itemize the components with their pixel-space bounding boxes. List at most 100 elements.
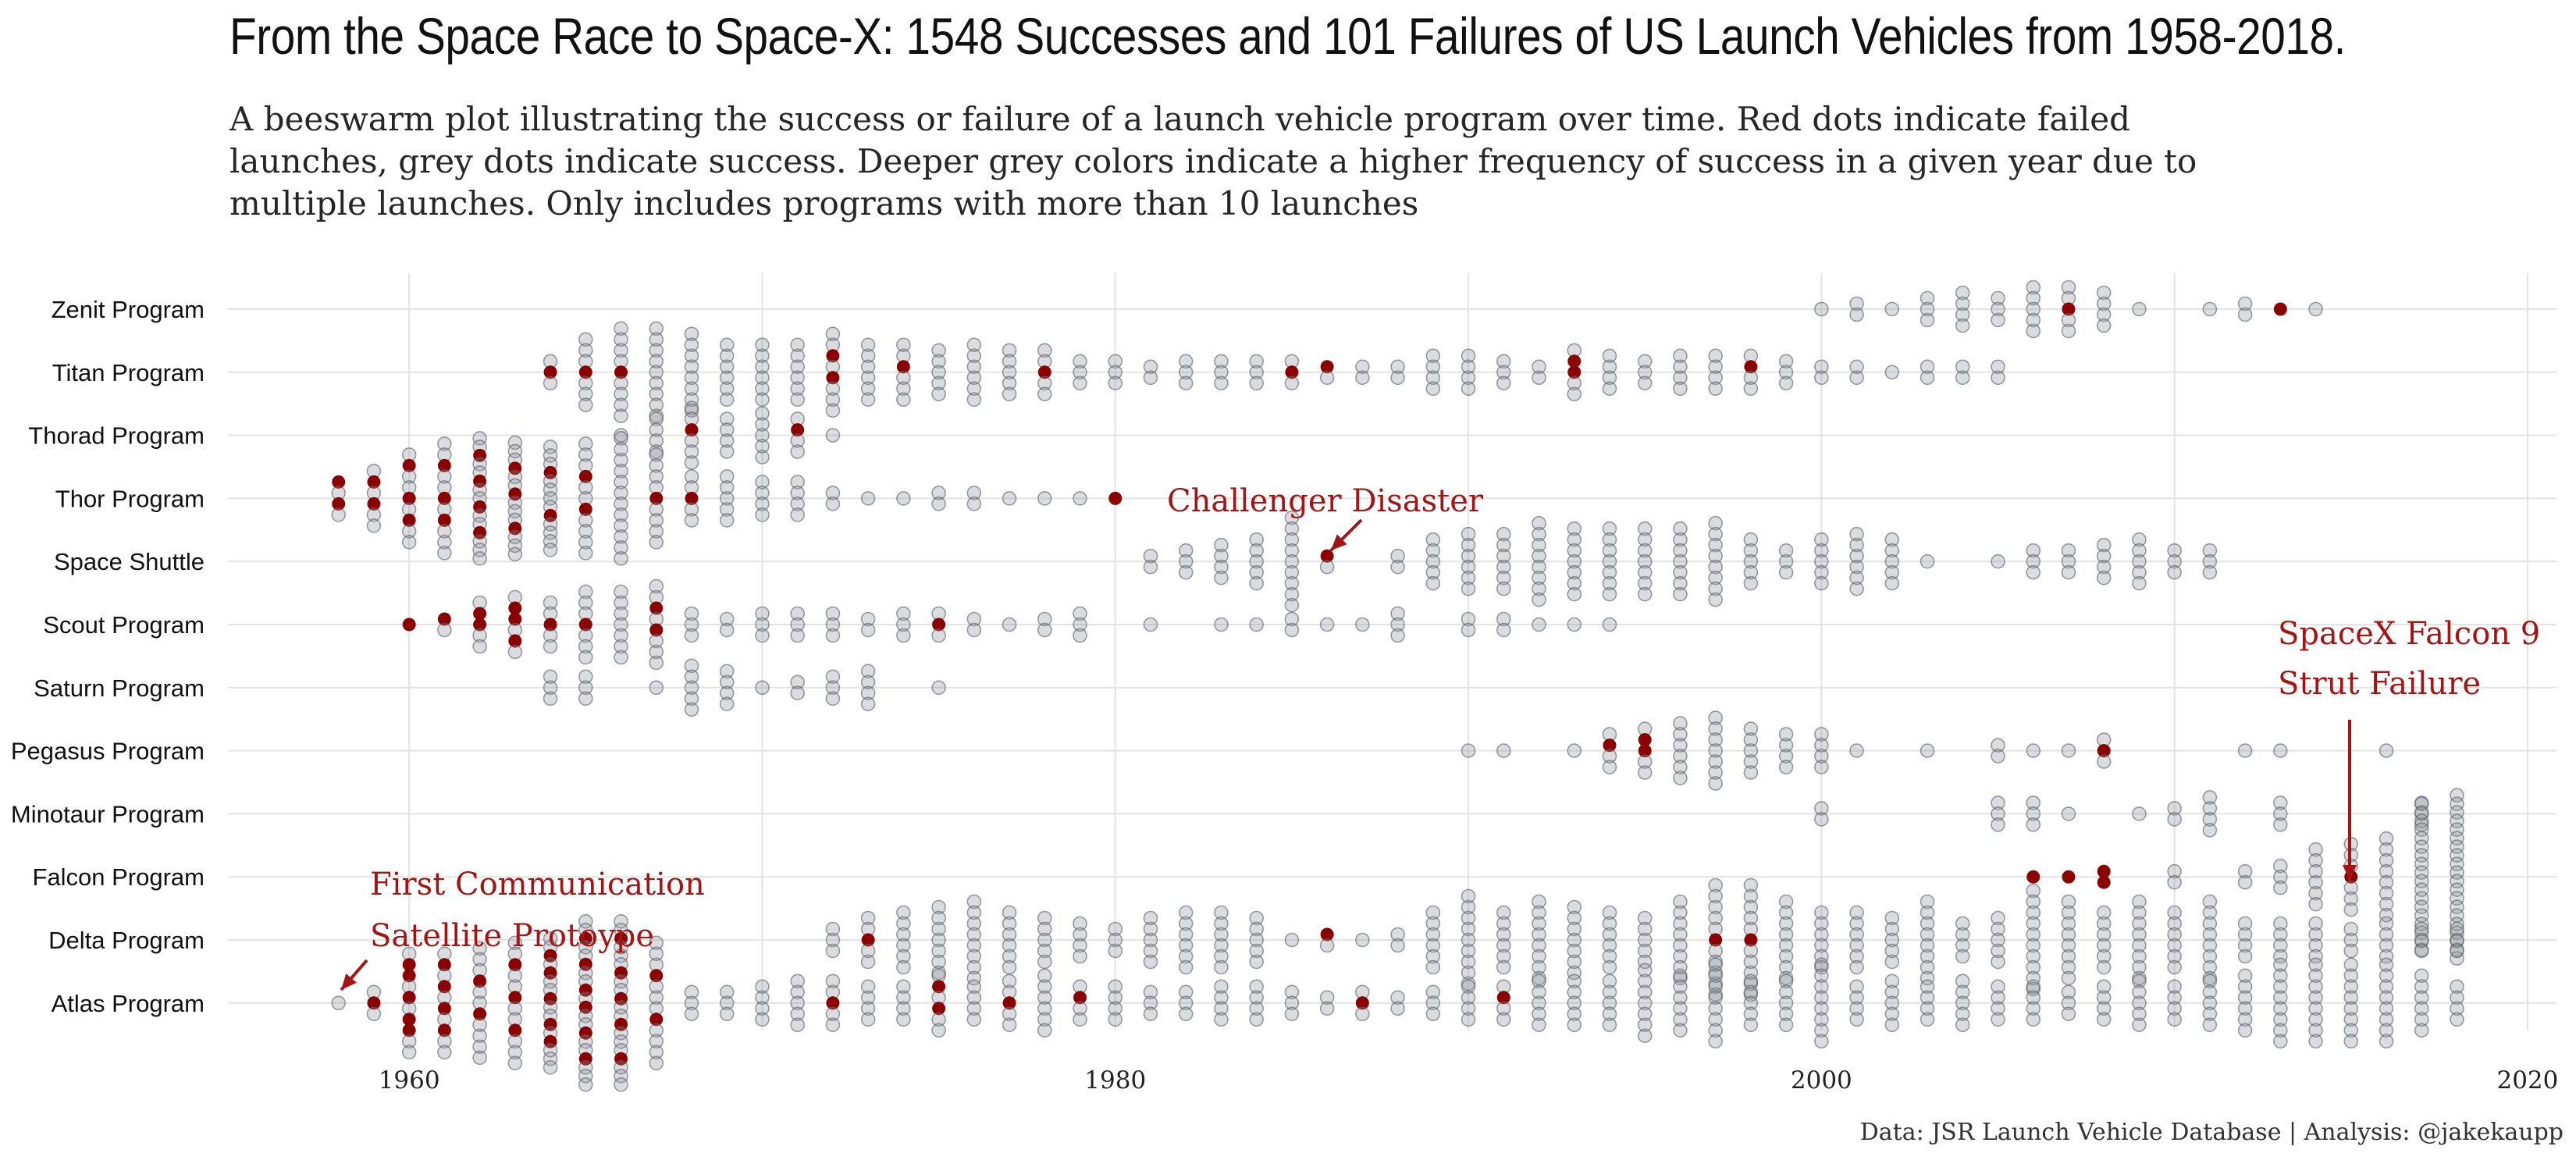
success-dot — [2343, 891, 2359, 906]
success-dot — [2061, 949, 2076, 964]
failure-dot — [332, 497, 346, 511]
success-dot — [2061, 970, 2076, 986]
success-dot — [2026, 564, 2041, 580]
success-dot — [614, 464, 628, 479]
success-dot — [1567, 532, 1582, 547]
success-dot — [790, 606, 805, 621]
success-dot — [1884, 973, 1900, 989]
success-dot — [684, 1006, 699, 1022]
success-dot — [1708, 899, 1723, 915]
success-dot — [649, 447, 664, 462]
success-dot — [1214, 938, 1229, 953]
success-dot — [437, 469, 452, 484]
success-dot — [1814, 1012, 1829, 1027]
success-dot — [2202, 823, 2218, 838]
success-dot — [1002, 1006, 1017, 1022]
failure-dot — [1037, 365, 1051, 379]
success-dot — [931, 921, 946, 937]
success-dot — [1991, 1001, 2005, 1016]
success-dot — [2061, 959, 2076, 975]
success-dot — [2096, 916, 2112, 931]
success-dot — [1037, 968, 1052, 984]
success-dot — [2096, 754, 2112, 769]
success-dot — [1743, 765, 1759, 780]
success-dot — [931, 899, 946, 915]
success-dot — [1991, 370, 2005, 386]
success-dot — [2273, 957, 2288, 973]
success-dot — [543, 669, 558, 685]
success-dot — [2414, 1023, 2429, 1038]
success-dot — [472, 1017, 487, 1033]
success-dot — [614, 486, 628, 500]
success-dot — [1991, 359, 2005, 375]
program-label: Thorad Program — [28, 422, 205, 450]
success-dot — [719, 480, 735, 495]
success-dot — [2132, 949, 2147, 964]
success-dot — [614, 1077, 628, 1092]
success-dot — [1849, 570, 1864, 586]
success-dot — [1991, 1012, 2005, 1027]
success-dot — [966, 959, 982, 975]
success-dot — [1496, 611, 1511, 627]
success-dot — [2308, 916, 2323, 931]
success-dot — [896, 337, 911, 353]
success-dot — [1390, 1001, 1405, 1016]
failure-dot — [1108, 491, 1123, 505]
success-dot — [1002, 916, 1017, 931]
success-dot — [1567, 943, 1582, 959]
success-dot — [649, 1055, 664, 1071]
success-dot — [401, 1034, 417, 1049]
success-dot — [2379, 990, 2394, 1005]
success-dot — [649, 655, 664, 671]
success-dot — [1002, 343, 1017, 358]
success-dot — [1143, 548, 1158, 564]
success-dot — [684, 348, 699, 364]
success-dot — [684, 502, 699, 517]
failure-dot — [2273, 302, 2287, 316]
success-dot — [2202, 916, 2218, 931]
success-dot — [1778, 984, 1794, 1000]
success-dot — [2026, 905, 2041, 920]
failure-dot — [1638, 744, 1652, 758]
success-dot — [1143, 370, 1158, 386]
annotation-2: First Communication Satellite Protoype — [340, 867, 705, 991]
success-dot — [1814, 916, 1829, 931]
success-dot — [2273, 1023, 2288, 1038]
success-dot — [1708, 381, 1723, 397]
success-dot — [1461, 899, 1476, 915]
success-dot — [684, 455, 699, 470]
success-dot — [2414, 932, 2429, 948]
success-dot — [2096, 570, 2112, 586]
failure-dot — [1002, 996, 1016, 1010]
success-dot — [1390, 370, 1405, 386]
success-dot — [860, 1001, 876, 1016]
success-dot — [1920, 359, 1935, 375]
success-dot — [1284, 932, 1300, 948]
success-dot — [649, 354, 664, 369]
success-dot — [1673, 1023, 1688, 1038]
annotation-text: Strut Failure — [2278, 666, 2481, 702]
success-dot — [543, 1060, 558, 1075]
success-dot — [1002, 354, 1017, 369]
annotation-1: SpaceX Falcon 9 Strut Failure — [2278, 616, 2540, 881]
success-dot — [1425, 348, 1441, 364]
success-dot — [1461, 570, 1476, 586]
success-dot — [1461, 581, 1476, 596]
success-dot — [2026, 883, 2041, 899]
failure-dot — [543, 618, 557, 632]
success-dot — [2026, 290, 2041, 306]
success-dot — [2096, 959, 2112, 975]
success-dot — [1390, 617, 1405, 632]
success-dot — [1567, 564, 1582, 580]
success-dot — [790, 617, 805, 632]
success-dot — [2308, 938, 2323, 953]
program-label: Space Shuttle — [54, 548, 205, 575]
success-dot — [1814, 575, 1829, 591]
success-dot — [649, 990, 664, 1005]
success-dot — [1673, 716, 1688, 731]
success-dot — [896, 990, 911, 1005]
success-dot — [1249, 575, 1264, 591]
success-dot — [614, 475, 628, 489]
success-dot — [1778, 995, 1794, 1011]
annotation-text: SpaceX Falcon 9 — [2278, 616, 2540, 652]
